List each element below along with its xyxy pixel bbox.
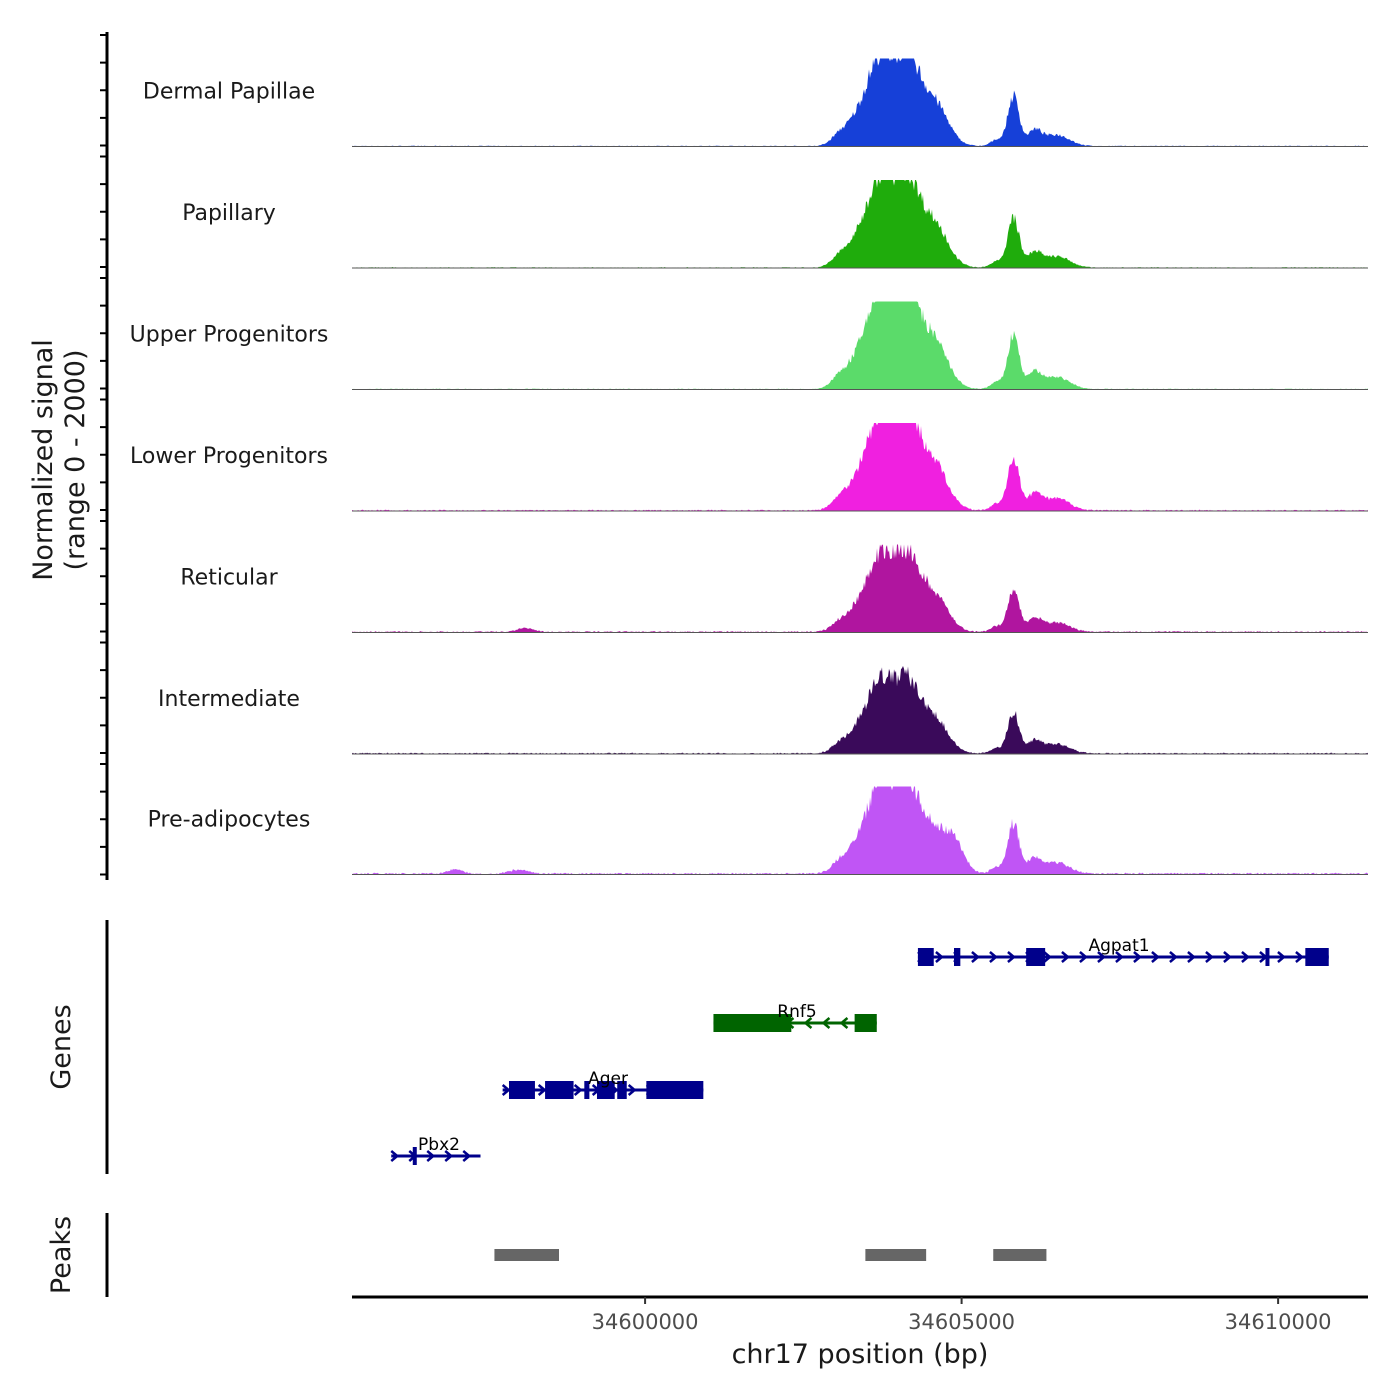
strand-arrow-icon xyxy=(1097,951,1106,963)
gene-exon xyxy=(617,1081,627,1099)
peak-region xyxy=(993,1249,1047,1261)
peaks-axis-label: Peaks xyxy=(46,1216,77,1294)
gene-exon xyxy=(713,1014,792,1032)
track-label: Intermediate xyxy=(158,687,300,712)
strand-arrow-icon xyxy=(1223,951,1232,963)
gene-exon xyxy=(854,1014,877,1032)
strand-arrow-icon xyxy=(971,951,980,963)
x-axis-label: chr17 position (bp) xyxy=(732,1339,989,1370)
track-pre-adipocytes: Pre-adipocytes xyxy=(148,786,1368,875)
gene-exon xyxy=(596,1081,615,1099)
gene-exon xyxy=(412,1147,417,1165)
coverage-area xyxy=(352,786,1368,875)
strand-arrow-icon xyxy=(821,1017,831,1029)
strand-arrow-icon xyxy=(989,951,998,963)
track-dermal-papillae: Dermal Papillae xyxy=(143,58,1368,147)
gene-name-label: Pbx2 xyxy=(418,1135,460,1155)
track-label: Reticular xyxy=(180,566,278,591)
gene-exon xyxy=(545,1081,574,1099)
strand-arrow-icon xyxy=(426,1150,436,1162)
strand-arrow-icon xyxy=(627,1084,637,1096)
strand-arrow-icon xyxy=(1295,951,1304,963)
coverage-area xyxy=(352,58,1368,147)
gene-exon xyxy=(954,948,961,966)
track-label: Dermal Papillae xyxy=(143,80,315,105)
strand-arrow-icon xyxy=(1115,951,1124,963)
peak-region xyxy=(494,1249,559,1261)
strand-arrow-icon xyxy=(537,1084,547,1096)
strand-arrow-icon xyxy=(1277,951,1286,963)
gene-exon xyxy=(1265,948,1270,966)
strand-arrow-icon xyxy=(1061,951,1070,963)
strand-arrow-icon xyxy=(1079,951,1088,963)
peak-region xyxy=(865,1249,927,1261)
track-label: Papillary xyxy=(182,201,276,226)
strand-arrow-icon xyxy=(390,1150,400,1162)
coverage-area xyxy=(352,423,1368,511)
strand-arrow-icon xyxy=(1043,951,1052,963)
track-label: Upper Progenitors xyxy=(130,323,329,348)
gene-models: Agpat1 Rnf5 Ager Pbx2 xyxy=(390,936,1329,1165)
strand-arrow-icon xyxy=(1133,951,1142,963)
strand-arrow-icon xyxy=(803,1017,813,1029)
x-tick-label: 34605000 xyxy=(908,1310,1015,1334)
strand-arrow-icon xyxy=(573,1084,583,1096)
peak-regions xyxy=(494,1249,1047,1261)
gene-exon xyxy=(508,1081,535,1099)
strand-arrow-icon xyxy=(935,951,944,963)
gene-exon xyxy=(917,948,934,966)
track-lower-progenitors: Lower Progenitors xyxy=(130,423,1368,512)
gene-exon xyxy=(646,1081,704,1099)
genes-axis-label: Genes xyxy=(46,1004,77,1089)
coverage-area xyxy=(352,180,1368,268)
track-papillary: Papillary xyxy=(182,180,1368,269)
coverage-area xyxy=(352,544,1368,633)
genes-panel: Genes Agpat1 Rnf5 Ager Pbx2 xyxy=(46,920,1329,1174)
track-intermediate: Intermediate xyxy=(158,666,1368,755)
strand-arrow-icon xyxy=(1205,951,1214,963)
gene-pbx2: Pbx2 xyxy=(390,1135,481,1165)
y-axis-label-line1: Normalized signal xyxy=(28,339,59,581)
track-label: Pre-adipocytes xyxy=(148,808,311,833)
gene-exon xyxy=(1026,948,1046,966)
signal-y-axis xyxy=(100,32,109,880)
strand-arrow-icon xyxy=(1187,951,1196,963)
strand-arrow-icon xyxy=(462,1150,472,1162)
strand-arrow-icon xyxy=(839,1017,849,1029)
track-label: Lower Progenitors xyxy=(130,444,328,469)
coverage-tracks: Dermal Papillae Papillary Upper Progenitor… xyxy=(130,58,1368,875)
x-tick-label: 34610000 xyxy=(1225,1310,1332,1334)
strand-arrow-icon xyxy=(501,1084,511,1096)
strand-arrow-icon xyxy=(1241,951,1250,963)
track-upper-progenitors: Upper Progenitors xyxy=(130,301,1368,390)
coverage-area xyxy=(352,666,1368,754)
strand-arrow-icon xyxy=(1151,951,1160,963)
gene-agpat1: Agpat1 xyxy=(917,936,1329,966)
strand-arrow-icon xyxy=(1169,951,1178,963)
gene-ager: Ager xyxy=(501,1069,704,1099)
track-reticular: Reticular xyxy=(180,544,1368,633)
strand-arrow-icon xyxy=(1007,951,1016,963)
gene-exon xyxy=(584,1081,590,1099)
gene-name-label: Agpat1 xyxy=(1088,936,1149,956)
x-tick-label: 34600000 xyxy=(592,1310,699,1334)
gene-name-label: Ager xyxy=(588,1069,628,1089)
peaks-panel: Peaks xyxy=(46,1213,1047,1297)
coverage-area xyxy=(352,301,1368,390)
gene-exon xyxy=(1305,948,1329,966)
y-axis-label-line2: (range 0 - 2000) xyxy=(60,350,91,571)
strand-arrow-icon xyxy=(444,1150,454,1162)
gene-rnf5: Rnf5 xyxy=(713,1002,877,1032)
gene-name-label: Rnf5 xyxy=(777,1002,816,1022)
x-axis: 34600000 34605000 34610000 xyxy=(352,1295,1368,1334)
